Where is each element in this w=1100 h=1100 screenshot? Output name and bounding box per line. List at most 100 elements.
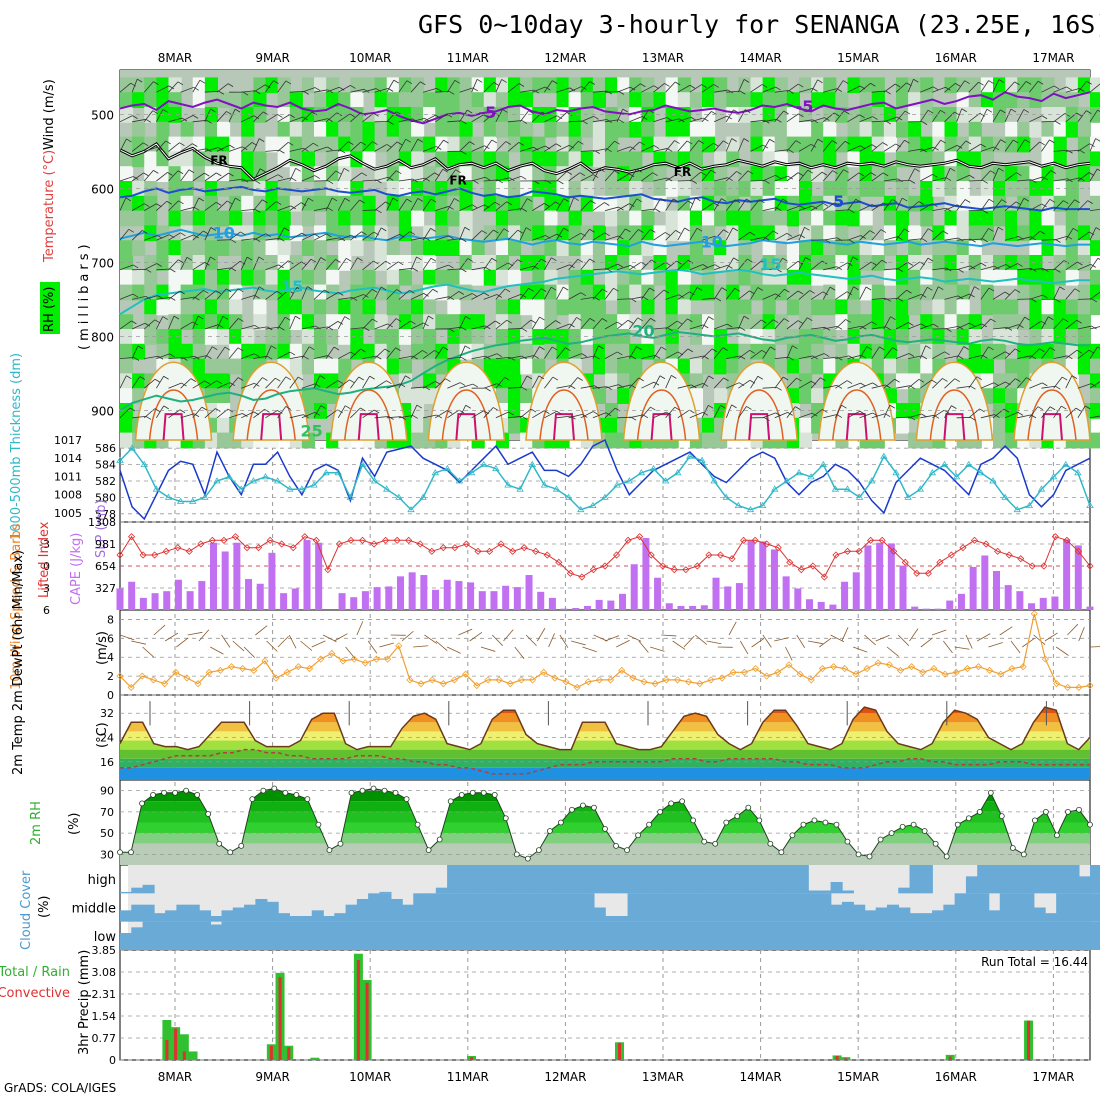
wind-barb-flag (795, 140, 801, 144)
rh-cell (920, 166, 934, 182)
wind-barb (992, 109, 1001, 123)
cloud-cell-high (492, 865, 505, 894)
wind-barb (216, 316, 224, 330)
rh-cell (168, 92, 182, 108)
rh-cell (617, 77, 631, 94)
wind-barb-flag (351, 234, 357, 239)
wind-barb-flag (194, 206, 200, 211)
wind-speed-marker (818, 664, 826, 673)
wind-barb (762, 346, 771, 359)
rh-cell (1090, 77, 1100, 94)
rh-cell (629, 225, 643, 242)
wind-barb-flag (372, 318, 378, 323)
wind-barb-flag (639, 141, 645, 146)
rh-marker (591, 804, 597, 811)
rh-cell (811, 343, 825, 360)
wind-barb (835, 110, 845, 123)
wind-barb-flag (908, 353, 915, 357)
rh-cell (204, 107, 218, 123)
wind-barb (835, 355, 850, 359)
cloud-cell-middle (751, 893, 764, 922)
wind-barb-flag (311, 111, 318, 116)
li-marker (474, 547, 482, 555)
wind-barb-flag (364, 327, 370, 331)
rh-marker (1020, 851, 1027, 858)
rh-cell (920, 77, 934, 94)
wind-barb (992, 139, 1001, 152)
rh-marker (392, 789, 399, 796)
wind-barb (956, 238, 971, 241)
cloud-cell-low (244, 921, 257, 950)
rh-band (120, 811, 1090, 823)
wind-speed-marker (417, 680, 425, 688)
wind-barb (665, 173, 678, 182)
wind-barb (944, 237, 959, 241)
rh-cell (641, 210, 655, 227)
rh-cell (1090, 388, 1100, 404)
wind-barb-flag (204, 172, 210, 177)
temp-tick-label: 32 (100, 707, 114, 720)
wind-barb (459, 405, 467, 418)
cloud-cell-middle (582, 893, 595, 922)
rh-cell (580, 92, 594, 108)
isotherm-minus5 (119, 91, 1091, 125)
wind-barb-flag (1043, 268, 1049, 272)
rh-marker (877, 836, 884, 843)
rh-cell (1041, 299, 1055, 316)
wind-barb-flag (855, 198, 861, 203)
wind-barb (313, 355, 328, 359)
rh-cell (762, 92, 776, 108)
series-line-thickness (119, 447, 1091, 511)
rh-marker (987, 789, 994, 796)
wind-barb-flag (288, 141, 294, 146)
cloud-cell-low (785, 921, 798, 950)
rh-cell (580, 299, 594, 316)
wind-barb (301, 233, 315, 241)
rh-cell (908, 136, 922, 153)
rh-marker (249, 796, 256, 803)
wind-barb-flag (540, 288, 547, 292)
wind-barb-flag (713, 84, 719, 88)
wind-barb-flag (240, 231, 246, 236)
wind-barb (628, 346, 637, 359)
rh-cell (592, 136, 606, 153)
wind-barb-flag (145, 268, 152, 273)
wind-barb-flag (199, 79, 206, 84)
wind-barb-flag (544, 203, 550, 207)
cloud-cell-middle (977, 893, 990, 922)
cape-bar (233, 542, 241, 610)
upper-ylabel-units: (millibars) (77, 240, 92, 350)
wind-speed-marker (462, 670, 470, 678)
rh-cell (956, 166, 970, 182)
wind-barb (847, 410, 861, 419)
rh-cell (883, 343, 897, 360)
hot-layer-contour (552, 413, 575, 441)
wind-barb (859, 172, 872, 182)
rh-cell (980, 269, 994, 286)
wind-barb-flag (860, 354, 867, 359)
wind-barb-flag (505, 141, 512, 145)
wind-barb (350, 199, 360, 211)
wind-barb-flag (708, 375, 714, 380)
rh-marker (580, 802, 586, 809)
wind-barb (386, 197, 394, 211)
wind-barb-flag (674, 140, 680, 144)
cape-tick-label: 327 (95, 582, 116, 595)
wind-barb (944, 168, 951, 182)
wind-speed-marker (1030, 610, 1038, 618)
credit-label: GrADS: COLA/IGES (4, 1081, 117, 1095)
wind-barb (544, 320, 556, 330)
wind-barb (422, 257, 432, 271)
wind-barb (1077, 143, 1090, 152)
rh-cell (738, 314, 752, 330)
rh-cell (520, 225, 534, 242)
wind-barb (544, 115, 558, 123)
isotherm-label: -5 (478, 103, 496, 122)
wind-barb-flag (1076, 349, 1083, 354)
wind-barb-flag (170, 268, 176, 273)
cloud-cell-low (605, 921, 618, 950)
rh-cell (277, 343, 291, 360)
li-marker (301, 533, 309, 541)
rh-cell (447, 92, 461, 108)
rh-cell (823, 329, 837, 345)
